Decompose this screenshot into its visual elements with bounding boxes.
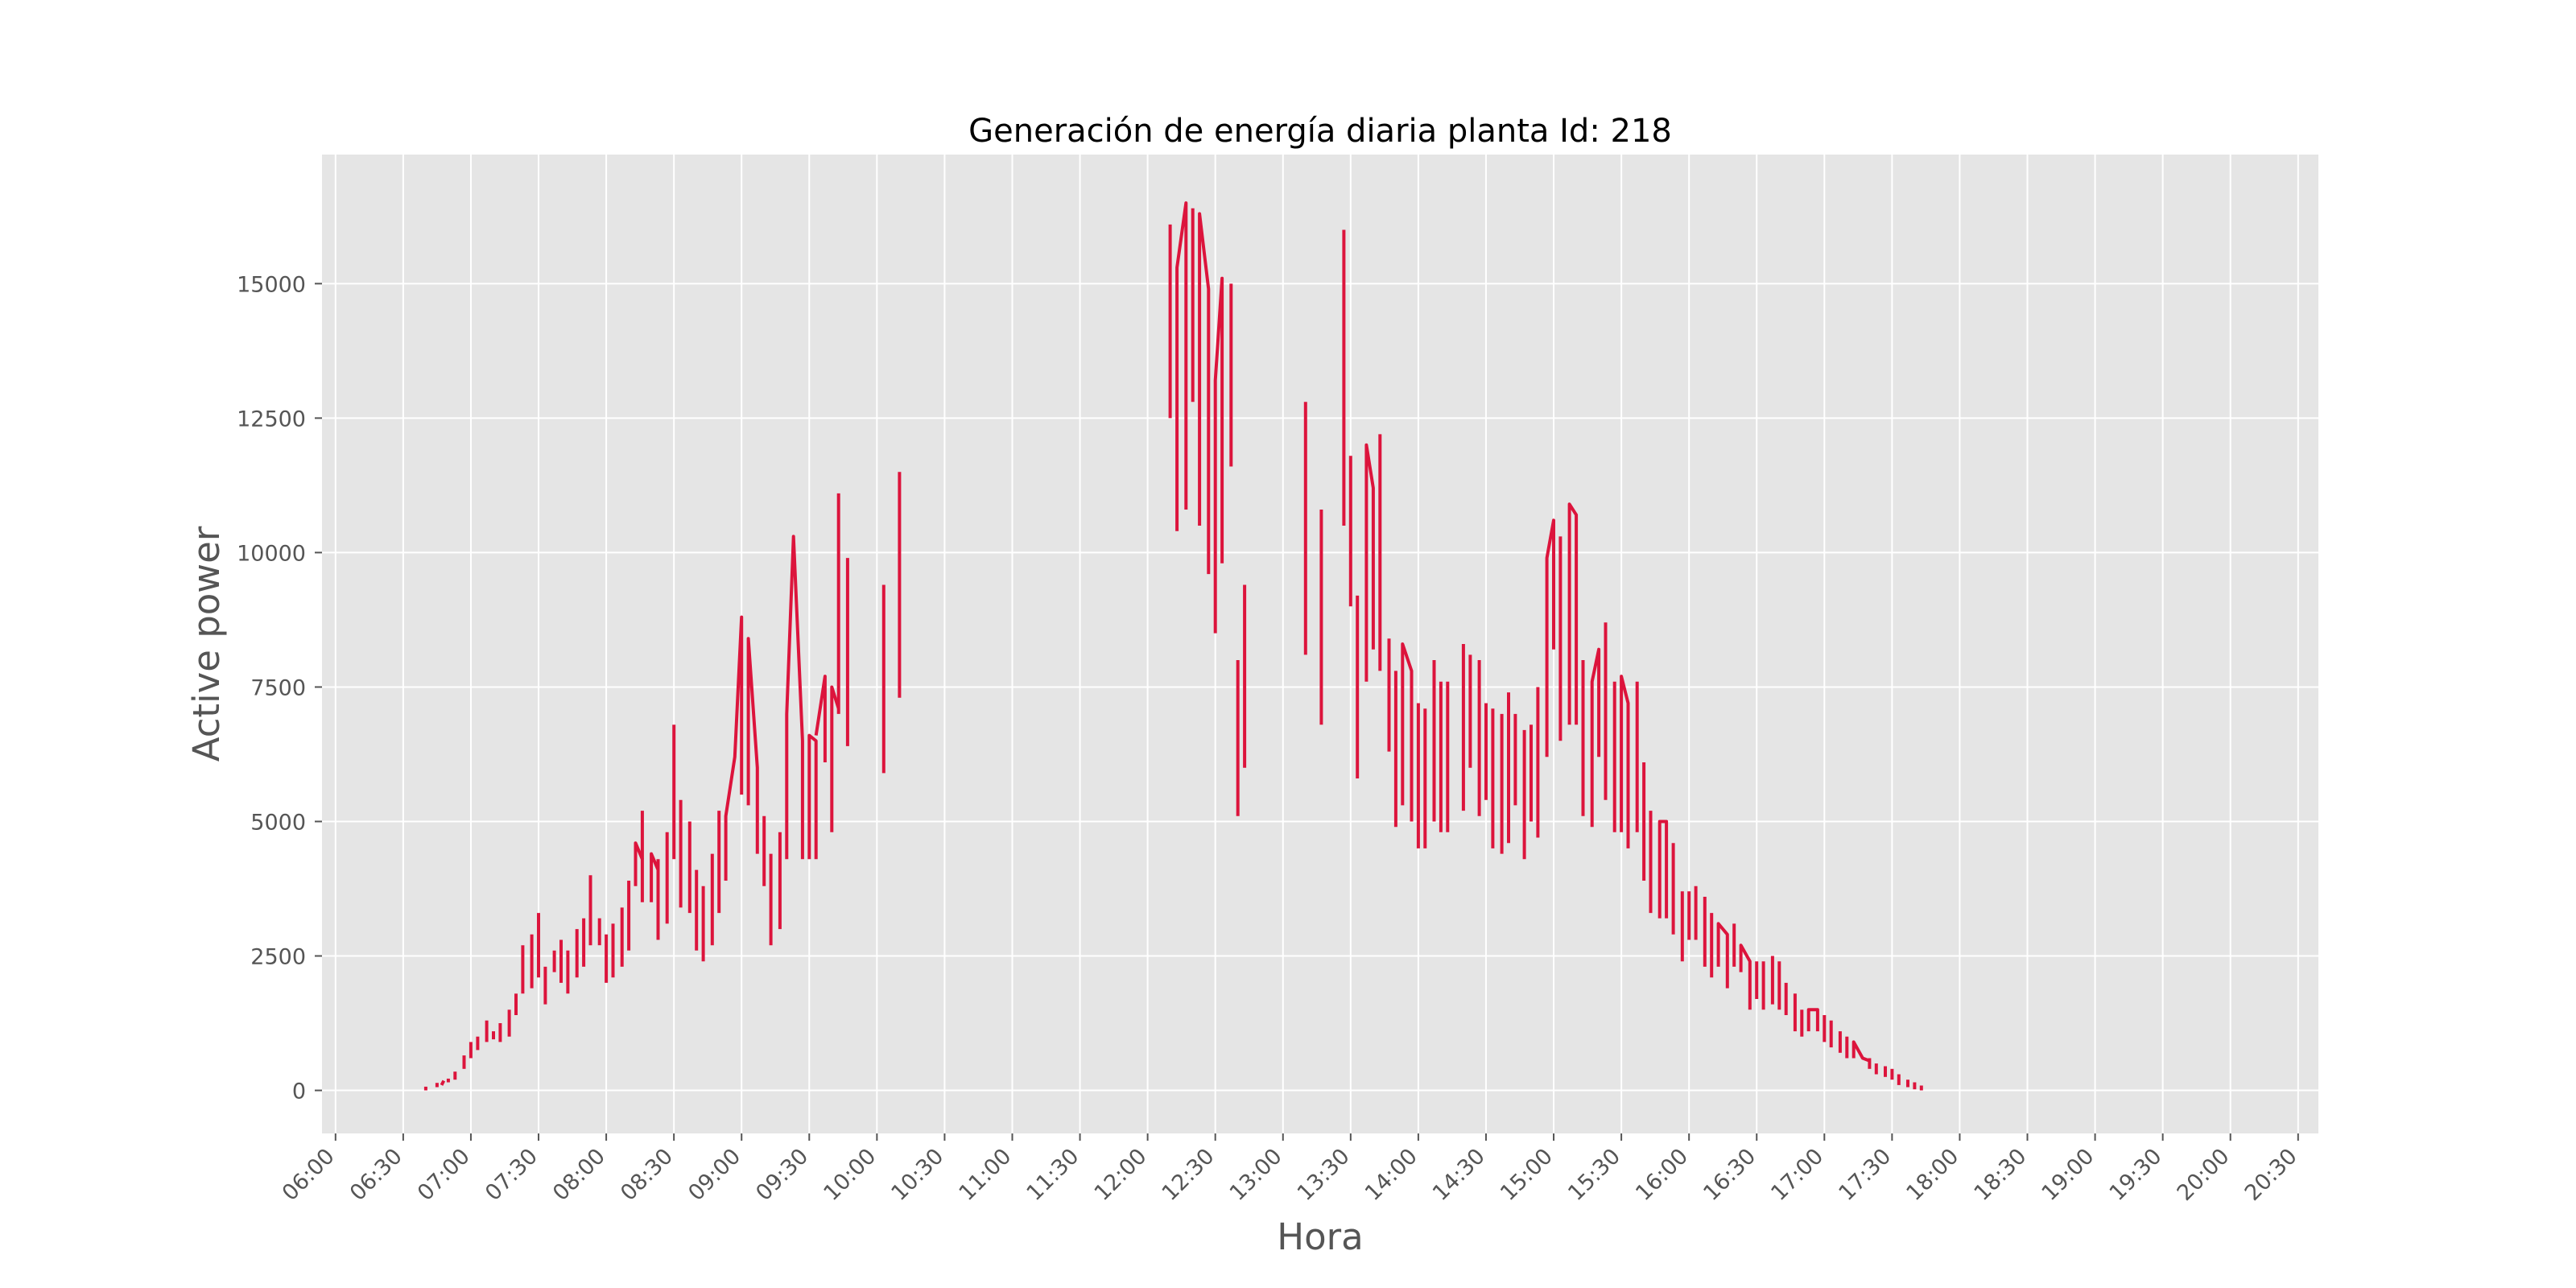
y-tick-label: 2500	[250, 945, 306, 970]
series-segment	[634, 841, 644, 902]
x-tick-label: 18:30	[1970, 1144, 2032, 1206]
series-segment	[1401, 642, 1414, 822]
series-segment	[785, 535, 804, 860]
x-tick-label: 15:30	[1563, 1144, 1625, 1206]
x-tick-label: 20:00	[2173, 1144, 2235, 1206]
x-tick-label: 16:30	[1699, 1144, 1761, 1206]
y-tick-label: 7500	[250, 675, 306, 700]
series-segment	[1567, 502, 1579, 725]
x-tick-label: 20:30	[2240, 1144, 2302, 1206]
series-segment	[1590, 647, 1601, 828]
x-tick-label: 11:00	[954, 1144, 1016, 1206]
series-segment	[1739, 943, 1752, 1010]
series-segment	[1657, 819, 1669, 919]
series-segment	[814, 675, 827, 762]
x-tick-label: 07:30	[481, 1144, 543, 1206]
y-tick-label: 10000	[237, 541, 306, 566]
series-segment	[440, 1080, 446, 1086]
y-tick-label: 5000	[250, 810, 306, 835]
series-segment	[1852, 1040, 1871, 1063]
x-tick-label: 10:00	[819, 1144, 881, 1206]
x-tick-label: 12:00	[1090, 1144, 1152, 1206]
y-tick-label: 15000	[237, 272, 306, 297]
series-segment	[1716, 922, 1729, 989]
y-tick-label: 0	[292, 1080, 306, 1104]
series-segment	[1198, 212, 1211, 575]
series-segment	[807, 733, 818, 860]
y-axis-title: Active power	[185, 526, 228, 762]
x-tick-label: 08:30	[616, 1144, 678, 1206]
x-tick-label: 07:00	[413, 1144, 475, 1206]
series-segment	[724, 615, 744, 881]
x-tick-label: 19:30	[2105, 1144, 2167, 1206]
x-tick-label: 10:30	[886, 1144, 948, 1206]
series-lines	[423, 201, 1923, 1091]
series-segment	[1175, 201, 1188, 531]
series-segment	[1545, 518, 1555, 758]
x-tick-label: 06:00	[278, 1144, 340, 1206]
series-segment	[1620, 675, 1630, 848]
series-segment	[1806, 1008, 1819, 1032]
x-axis-ticks: 06:00 06:30 07:00 07:30 08:00 08:30 09:00 09:30…	[278, 1133, 2302, 1206]
x-tick-label: 15:00	[1496, 1144, 1558, 1206]
x-tick-label: 14:00	[1360, 1144, 1422, 1206]
grid	[322, 155, 2318, 1133]
x-tick-label: 16:00	[1631, 1144, 1693, 1206]
x-tick-label: 13:00	[1225, 1144, 1287, 1206]
x-axis-title: Hora	[1277, 1216, 1363, 1258]
x-tick-label: 17:00	[1766, 1144, 1828, 1206]
series-segment	[1364, 443, 1375, 682]
x-tick-label: 14:30	[1428, 1144, 1490, 1206]
y-tick-label: 12500	[237, 407, 306, 431]
x-tick-label: 09:30	[751, 1144, 813, 1206]
x-tick-label: 11:30	[1022, 1144, 1084, 1206]
series-segment	[830, 685, 840, 832]
x-tick-label: 19:00	[2037, 1144, 2099, 1206]
y-axis-ticks: 0 2500 5000 7500 10000 12500 15000	[237, 272, 322, 1104]
series-segment	[1213, 276, 1224, 634]
x-tick-label: 06:30	[345, 1144, 407, 1206]
x-tick-label: 09:00	[683, 1144, 745, 1206]
chart-title: Generación de energía diaria planta Id: …	[968, 113, 1672, 150]
x-tick-label: 13:30	[1293, 1144, 1355, 1206]
x-tick-label: 08:00	[548, 1144, 610, 1206]
x-tick-label: 18:00	[1901, 1144, 1963, 1206]
x-tick-label: 17:30	[1834, 1144, 1896, 1206]
series-segment	[746, 637, 759, 854]
x-tick-label: 12:30	[1158, 1144, 1220, 1206]
